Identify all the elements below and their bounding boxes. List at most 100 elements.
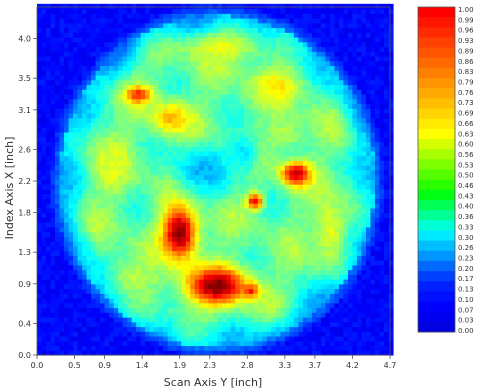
heatmap-cell [118, 250, 124, 256]
heatmap-cell [203, 112, 209, 119]
heatmap-cell [226, 350, 232, 356]
heatmap-cell [158, 264, 164, 271]
heatmap-cell [257, 274, 263, 280]
heatmap-cell [181, 56, 187, 62]
heatmap-cell [172, 70, 178, 76]
heatmap-cell [73, 345, 79, 351]
heatmap-cell [113, 136, 119, 143]
heatmap-cell [95, 60, 101, 67]
heatmap-cell [271, 298, 277, 304]
heatmap-cell [329, 60, 335, 67]
heatmap-cell [68, 98, 74, 105]
heatmap-cell [118, 321, 124, 328]
heatmap-cell [311, 65, 317, 71]
heatmap-cell [82, 336, 88, 342]
heatmap-cell [302, 283, 308, 290]
heatmap-cell [140, 226, 146, 233]
heatmap-cell [302, 112, 308, 119]
heatmap-cell [113, 193, 119, 199]
heatmap-cell [100, 108, 106, 114]
heatmap-cell [104, 65, 110, 71]
heatmap-cell [298, 236, 304, 242]
heatmap-cell [212, 75, 218, 81]
heatmap-cell [46, 269, 52, 275]
heatmap-cell [37, 207, 43, 214]
heatmap-cell [239, 32, 245, 38]
heatmap-cell [136, 131, 142, 138]
heatmap-cell [109, 70, 115, 76]
heatmap-cell [37, 269, 43, 275]
heatmap-cell [64, 231, 70, 237]
heatmap-cell [194, 217, 200, 223]
heatmap-cell [118, 336, 124, 342]
heatmap-cell [127, 212, 133, 218]
heatmap-cell [316, 331, 322, 337]
heatmap-cell [284, 293, 290, 299]
heatmap-cell [109, 65, 115, 71]
heatmap-cell [203, 217, 209, 223]
heatmap-cell [136, 3, 142, 10]
heatmap-cell [212, 84, 218, 90]
heatmap-cell [302, 117, 308, 124]
heatmap-cell [59, 22, 65, 29]
heatmap-cell [226, 146, 232, 152]
heatmap-cell [271, 169, 277, 176]
heatmap-cell [136, 94, 142, 100]
heatmap-cell [55, 312, 61, 318]
heatmap-cell [172, 198, 178, 204]
heatmap-cell [55, 75, 61, 81]
heatmap-cell [199, 89, 205, 95]
heatmap-cell [59, 274, 65, 280]
heatmap-cell [217, 136, 223, 143]
heatmap-cell [109, 8, 115, 14]
heatmap-cell [307, 112, 313, 119]
heatmap-cell [262, 37, 268, 43]
heatmap-cell [325, 317, 331, 323]
heatmap-cell [307, 212, 313, 218]
heatmap-cell [86, 231, 92, 237]
heatmap-cell [244, 307, 250, 313]
heatmap-cell [280, 203, 286, 209]
heatmap-cell [68, 231, 74, 237]
heatmap-cell [284, 198, 290, 204]
heatmap-cell [199, 112, 205, 119]
heatmap-cell [190, 160, 196, 166]
heatmap-cell [185, 279, 191, 285]
heatmap-cell [190, 174, 196, 180]
heatmap-cell [325, 146, 331, 152]
heatmap-cell [149, 112, 155, 119]
heatmap-cell [95, 326, 101, 332]
heatmap-cell [41, 18, 47, 24]
heatmap-cell [158, 217, 164, 223]
heatmap-cell [289, 245, 295, 252]
heatmap-cell [145, 122, 151, 128]
heatmap-cell [59, 41, 65, 48]
heatmap-cell [172, 160, 178, 166]
heatmap-cell [68, 345, 74, 351]
heatmap-cell [154, 89, 160, 95]
heatmap-cell [136, 179, 142, 185]
heatmap-cell [122, 331, 128, 337]
heatmap-cell [289, 226, 295, 233]
heatmap-cell [104, 307, 110, 313]
heatmap-cell [127, 117, 133, 124]
heatmap-cell [185, 89, 191, 95]
heatmap-cell [217, 27, 223, 33]
heatmap-cell [217, 188, 223, 195]
heatmap-cell [208, 131, 214, 138]
heatmap-cell [329, 340, 335, 347]
heatmap-cell [212, 207, 218, 214]
heatmap-cell [131, 245, 137, 252]
heatmap-cell [149, 13, 155, 19]
heatmap-cell [199, 317, 205, 323]
heatmap-cell [86, 312, 92, 318]
heatmap-cell [136, 274, 142, 280]
heatmap-cell [257, 264, 263, 271]
heatmap-cell [181, 207, 187, 214]
heatmap-cell [316, 75, 322, 81]
heatmap-cell [68, 51, 74, 57]
heatmap-cell [239, 136, 245, 143]
heatmap-cell [190, 112, 196, 119]
heatmap-cell [131, 89, 137, 95]
heatmap-cell [253, 141, 259, 147]
